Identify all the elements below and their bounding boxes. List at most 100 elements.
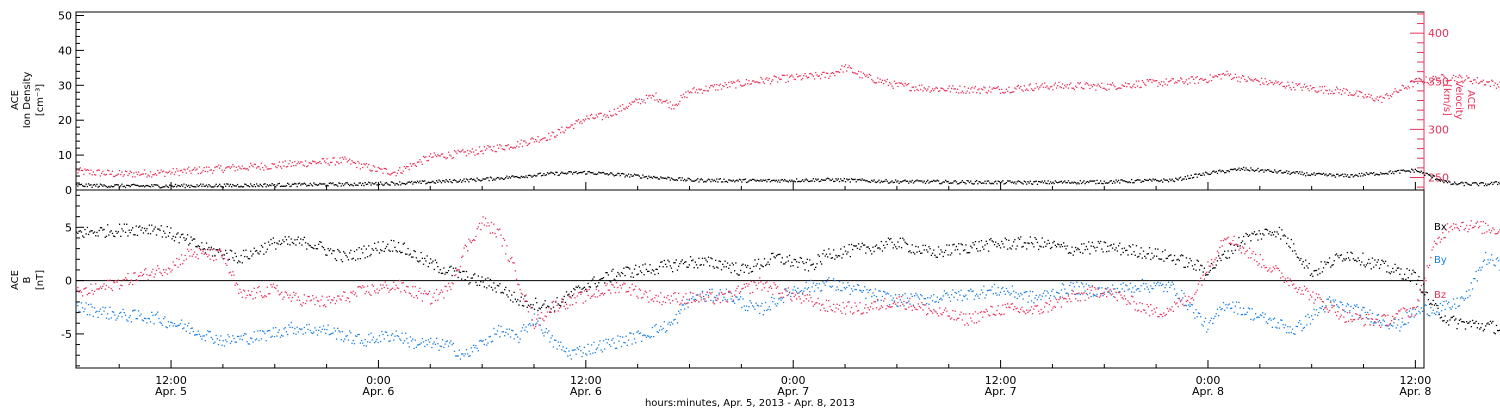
- velocity-point: [95, 174, 96, 175]
- bx-point: [1448, 324, 1449, 325]
- density-point: [278, 183, 279, 184]
- bx-point: [311, 247, 312, 248]
- by-point: [396, 331, 397, 332]
- density-point: [797, 181, 798, 182]
- bx-point: [83, 237, 84, 238]
- velocity-point: [831, 73, 832, 74]
- bx-point: [784, 263, 785, 264]
- velocity-point: [661, 102, 662, 103]
- bx-point: [820, 261, 821, 262]
- velocity-point: [850, 67, 851, 68]
- by-point: [736, 297, 737, 298]
- bx-point: [827, 256, 828, 257]
- velocity-point: [487, 145, 488, 146]
- density-point: [298, 183, 299, 184]
- bx-point: [1279, 227, 1280, 228]
- by-point: [772, 301, 773, 302]
- density-point: [657, 177, 658, 178]
- velocity-point: [864, 74, 865, 75]
- velocity-point: [528, 144, 529, 145]
- bx-point: [1335, 254, 1336, 255]
- velocity-point: [1079, 83, 1080, 84]
- bx-point: [1474, 322, 1475, 323]
- density-point: [607, 173, 608, 174]
- density-point: [1476, 182, 1477, 183]
- bx-point: [520, 301, 521, 302]
- bx-point: [78, 231, 79, 232]
- density-point: [76, 184, 77, 185]
- velocity-point: [1036, 83, 1037, 84]
- by-point: [652, 327, 653, 328]
- bx-point: [339, 252, 340, 253]
- density-point: [226, 183, 227, 184]
- velocity-point: [1386, 93, 1387, 94]
- density-point: [518, 177, 519, 178]
- density-point: [950, 182, 951, 183]
- bx-point: [709, 265, 710, 266]
- bx-point: [1094, 247, 1095, 248]
- bx-point: [493, 282, 494, 283]
- bx-point: [578, 285, 579, 286]
- bx-point: [505, 287, 506, 288]
- bx-point: [521, 297, 522, 298]
- density-point: [313, 182, 314, 183]
- density-point: [312, 185, 313, 186]
- velocity-point: [1352, 94, 1353, 95]
- velocity-point: [1341, 94, 1342, 95]
- bx-point: [503, 292, 504, 293]
- density-point: [1439, 179, 1440, 180]
- density-point: [905, 180, 906, 181]
- velocity-point: [1170, 80, 1171, 81]
- bx-point: [300, 238, 301, 239]
- bx-point: [1404, 274, 1405, 275]
- density-point: [473, 179, 474, 180]
- density-point: [683, 180, 684, 181]
- density-point: [822, 180, 823, 181]
- bx-point: [1057, 243, 1058, 244]
- density-point: [738, 180, 739, 181]
- density-point: [1360, 175, 1361, 176]
- density-point: [421, 183, 422, 184]
- by-point: [688, 307, 689, 308]
- density-point: [183, 184, 184, 185]
- density-point: [1495, 181, 1496, 182]
- by-point: [561, 349, 562, 350]
- bx-point: [860, 246, 861, 247]
- velocity-point: [1119, 87, 1120, 88]
- velocity-point: [866, 75, 867, 76]
- bx-point: [1434, 305, 1435, 306]
- density-point: [913, 182, 914, 183]
- by-point: [906, 302, 907, 303]
- bx-point: [444, 274, 445, 275]
- density-point: [602, 172, 603, 173]
- by-point: [344, 339, 345, 340]
- velocity-point: [572, 125, 573, 126]
- density-point: [630, 174, 631, 175]
- density-point: [1383, 173, 1384, 174]
- density-point: [454, 179, 455, 180]
- density-point: [941, 182, 942, 183]
- velocity-point: [1399, 90, 1400, 91]
- by-point: [286, 331, 287, 332]
- bx-point: [1166, 258, 1167, 259]
- bx-point: [254, 248, 255, 249]
- velocity-point: [398, 170, 399, 171]
- by-point: [276, 335, 277, 336]
- density-point: [1210, 174, 1211, 175]
- velocity-point: [962, 91, 963, 92]
- velocity-point: [239, 167, 240, 168]
- velocity-point: [1058, 82, 1059, 83]
- by-point: [211, 337, 212, 338]
- velocity-point: [361, 164, 362, 165]
- bx-point: [388, 250, 389, 251]
- density-point: [1278, 171, 1279, 172]
- density-point: [719, 179, 720, 180]
- by-point: [331, 333, 332, 334]
- velocity-point: [121, 172, 122, 173]
- density-point: [1429, 175, 1430, 176]
- by-point: [177, 325, 178, 326]
- by-point: [424, 346, 425, 347]
- bx-point: [1107, 246, 1108, 247]
